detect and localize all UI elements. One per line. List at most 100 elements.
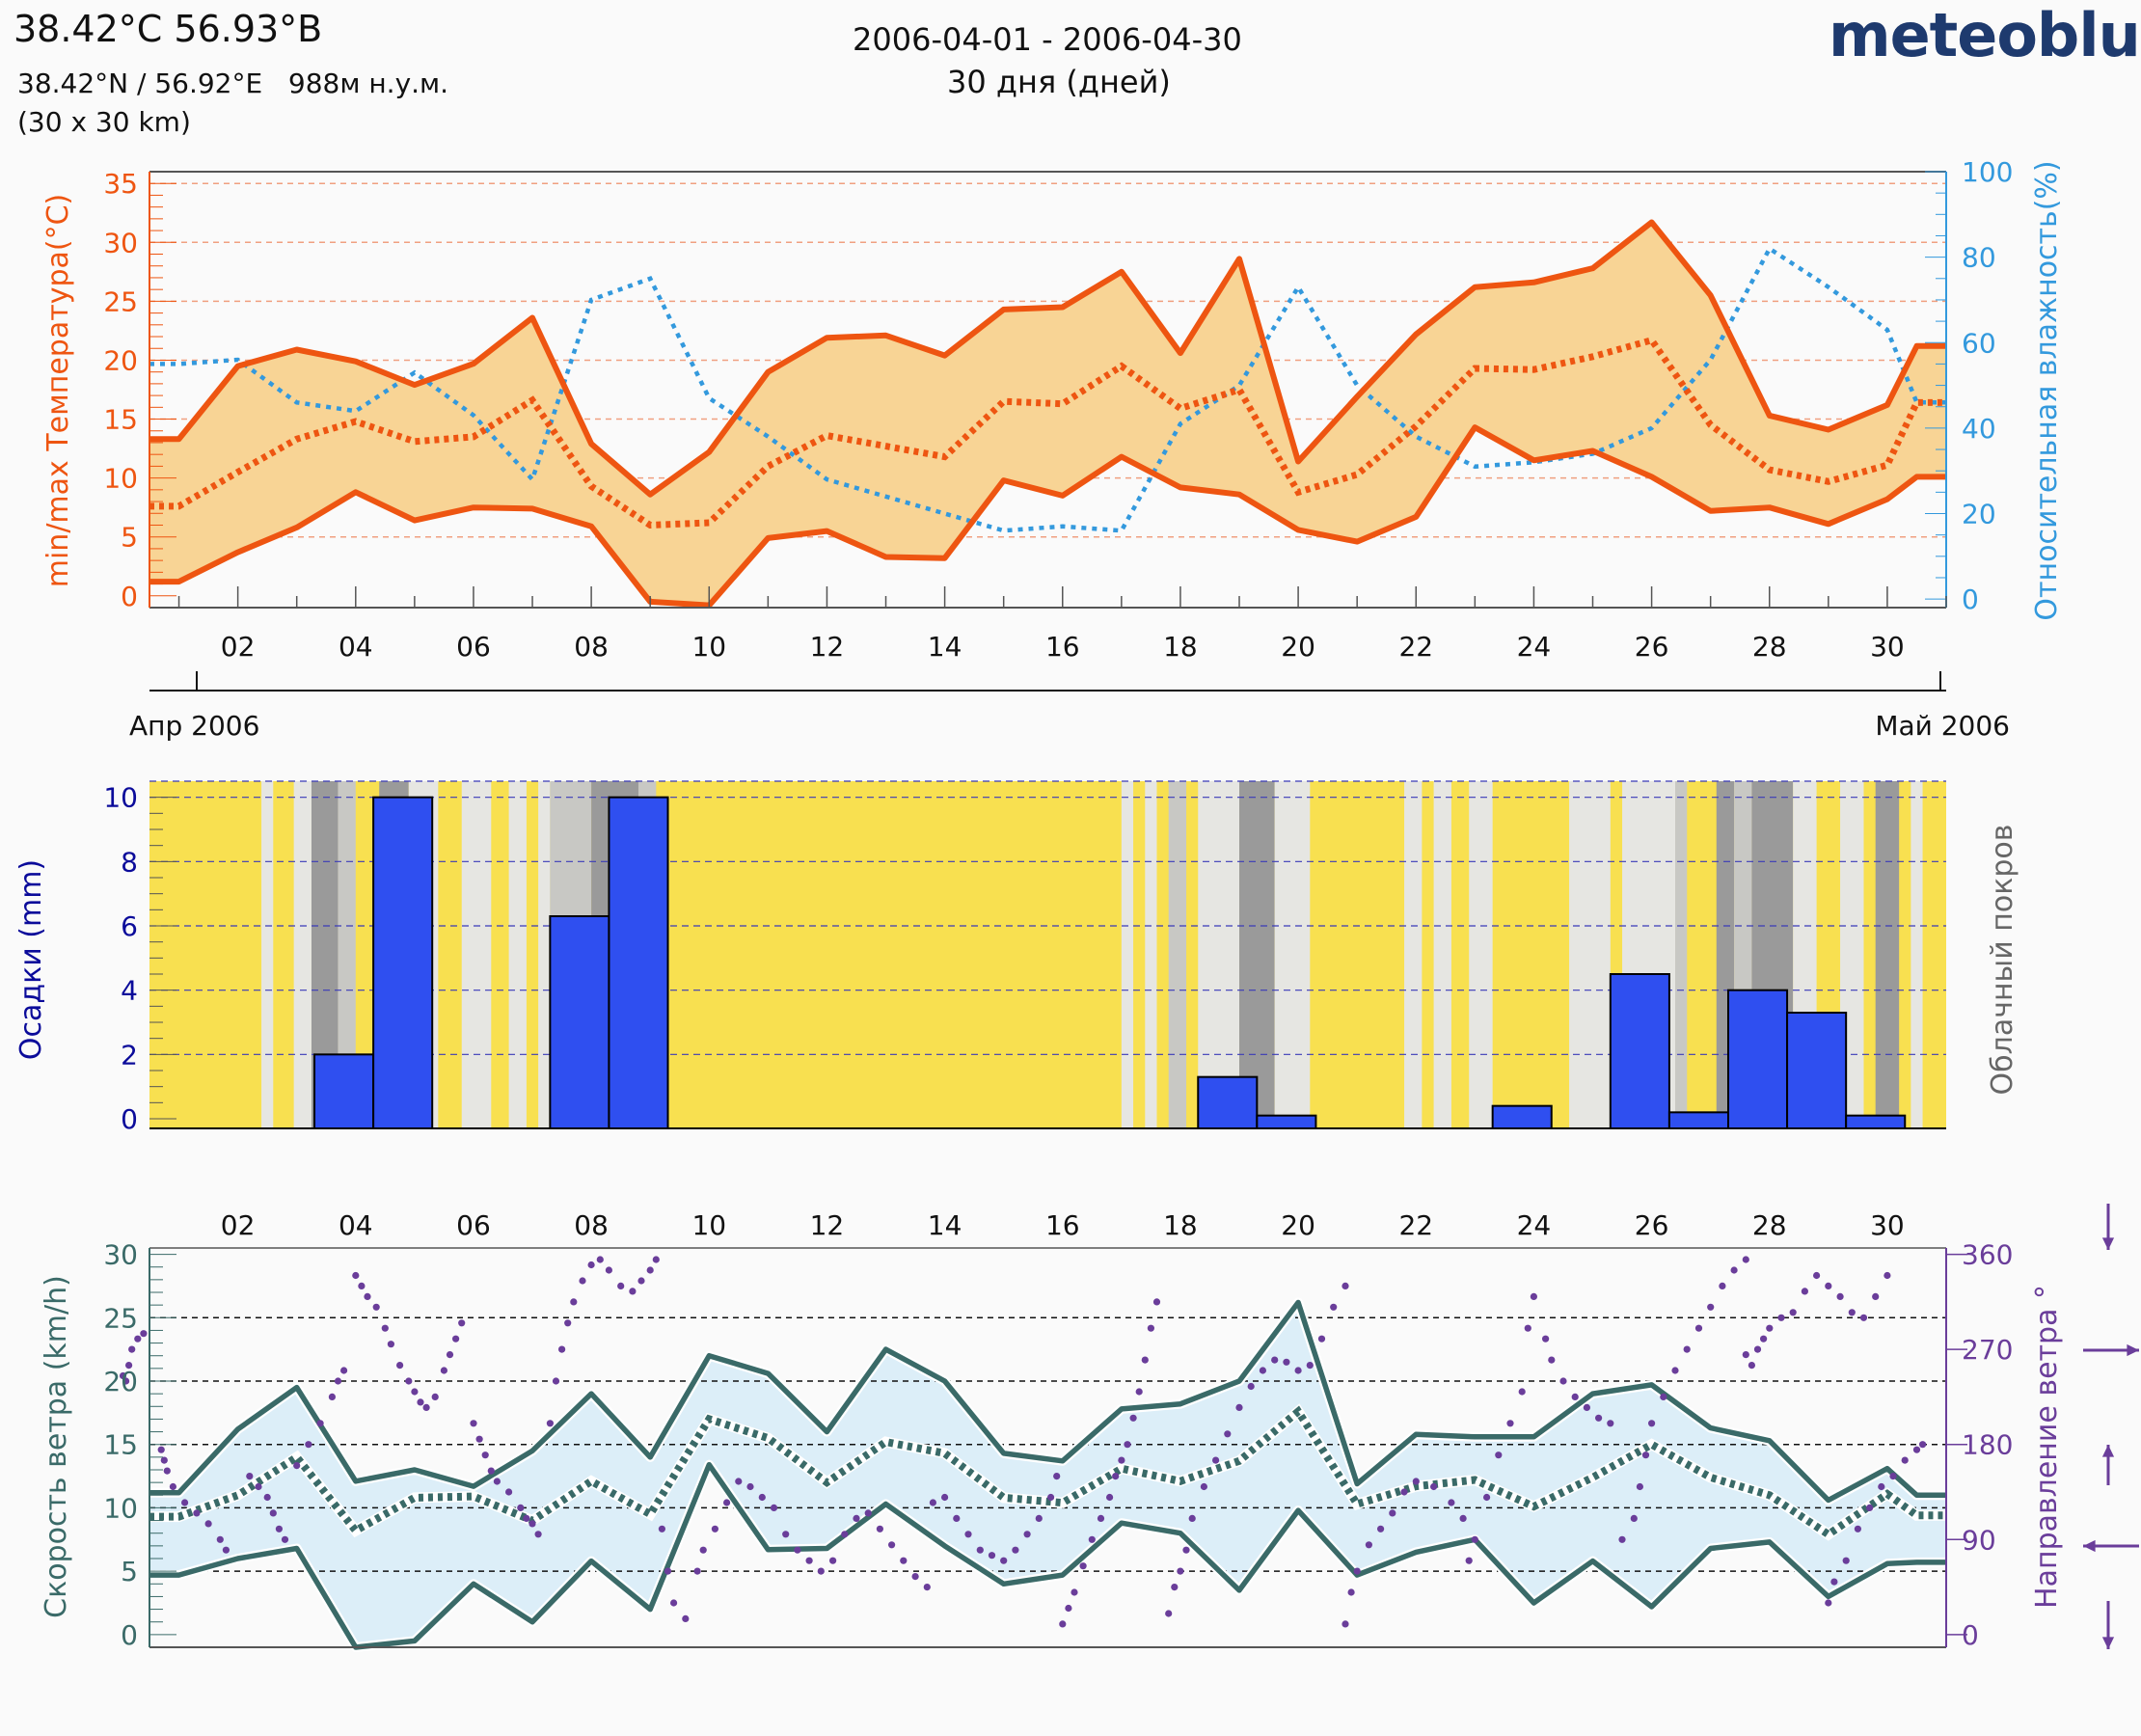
precipitation-bar [372,796,434,1130]
wind-direction-point [269,1509,277,1517]
wind-direction-point [372,1303,380,1311]
cloud-cover-stripe [1274,781,1311,1128]
wind-direction-point [1506,1420,1514,1427]
wind-direction-point [723,1499,731,1506]
wind-direction-point [122,1377,130,1385]
wind-direction-point [216,1535,224,1543]
wind-direction-point [505,1488,513,1496]
wind-direction-point [446,1351,454,1359]
wind-direction-point [405,1377,413,1385]
wind-direction-point [1471,1535,1478,1543]
wind-direction-point [1495,1451,1503,1459]
wind-direction-point [1518,1388,1526,1396]
wind-dir-tick-label: 90 [1962,1524,1996,1556]
wind-direction-point [888,1541,896,1549]
wind-direction-point [1889,1473,1897,1480]
wind-direction-point [334,1377,342,1385]
wind-direction-point [658,1525,666,1533]
wind-direction-point [1065,1604,1072,1613]
wind-direction-point [1059,1620,1067,1628]
temp-x-tick-label: 10 [691,631,726,663]
wind-direction-point [1854,1525,1861,1533]
humidity-tick-label: 0 [1962,583,1979,615]
grid-resolution: (30 x 30 km) [17,106,191,138]
temperature-min-line [149,424,1946,609]
wind-x-tick-label: 16 [1045,1209,1080,1241]
wind-direction-point [1483,1493,1491,1502]
wind-direction-point [1648,1420,1656,1427]
wind-direction-point [579,1277,586,1285]
temp-x-tick-label: 06 [456,631,491,663]
wind-direction-point [1825,1282,1832,1289]
wind-direction-point [1448,1499,1455,1506]
wind-direction-point [1124,1441,1131,1449]
arrow-right-west-icon-head [2127,1343,2139,1357]
wind-direction-point [1683,1345,1691,1353]
wind-direction-point [552,1377,560,1385]
cloud-cover-stripe [1433,781,1451,1128]
wind-direction-point [352,1271,360,1280]
wind-direction-point [1777,1314,1785,1321]
wind-direction-point [1459,1514,1467,1522]
wind-tick-label: 30 [103,1239,138,1271]
wind-direction-point [1859,1314,1868,1321]
duration-title: 30 дня (дней) [947,64,1171,100]
wind-direction-point [475,1435,483,1443]
precipitation-bar [1256,1114,1317,1129]
wind-speed-axis-title: Скорость ветра (km/h) [40,1275,73,1618]
wind-direction-point [1306,1362,1314,1370]
cloud-axis-title: Облачный покров [1986,825,2019,1096]
temperature-max-line [149,219,1946,498]
precipitation-bar [608,796,669,1130]
cloud-cover-stripe [1168,781,1187,1128]
wind-direction-point [1400,1488,1408,1496]
wind-direction-point [1365,1541,1372,1549]
wind-direction-point [422,1403,430,1411]
wind-direction-point [735,1478,743,1485]
wind-direction-point [596,1256,604,1263]
wind-direction-point [1000,1557,1008,1564]
temp-x-tick-label: 18 [1163,631,1198,663]
wind-direction-point [629,1288,637,1295]
wind-direction-point [157,1446,165,1453]
wind-direction-point [1177,1567,1184,1575]
wind-direction-point [841,1531,849,1538]
wind-direction-point [246,1473,254,1480]
wind-direction-point [470,1420,477,1427]
wind-dir-tick-label: 270 [1962,1334,2013,1366]
wind-direction-point [1347,1588,1355,1596]
wind-direction-point [1465,1557,1473,1564]
wind-direction-point [805,1557,813,1564]
temp-tick-label: 0 [121,581,138,612]
arrow-down-north-icon-head [2101,1237,2115,1250]
wind-x-tick-label: 04 [339,1209,373,1241]
wind-direction-point [493,1478,501,1485]
wind-x-tick-label: 18 [1163,1209,1198,1241]
wind-x-tick-label: 06 [456,1209,491,1241]
wind-direction-point [1118,1456,1125,1464]
humidity-tick-label: 100 [1962,156,2013,188]
wind-direction-point [570,1298,578,1306]
precipitation-bar [1726,989,1789,1129]
humidity-line [149,245,1946,533]
wind-direction-point [1079,1562,1087,1570]
wind-direction-point [1842,1557,1850,1564]
wind-direction-point [1671,1367,1679,1374]
month-label-end: Май 2006 [1875,710,2010,742]
wind-direction-point [1801,1288,1808,1295]
precip-tick-label: 8 [121,846,138,878]
wind-direction-point [988,1552,996,1560]
wind-direction-point [1719,1282,1726,1289]
wind-direction-point [1912,1446,1921,1453]
temp-tick-label: 25 [103,285,138,317]
temperature-range-band [149,222,1946,606]
cloud-cover-stripe [1404,781,1423,1128]
wind-direction-point [1141,1356,1149,1364]
wind-direction-point [758,1493,766,1502]
wind-direction-point [923,1584,931,1591]
wind-direction-point [1919,1441,1927,1449]
arrow-down-north2-icon-head [2101,1637,2115,1649]
temp-tick-label: 35 [103,168,138,200]
wind-direction-point [876,1525,884,1533]
precipitation-bar [1667,1111,1729,1130]
